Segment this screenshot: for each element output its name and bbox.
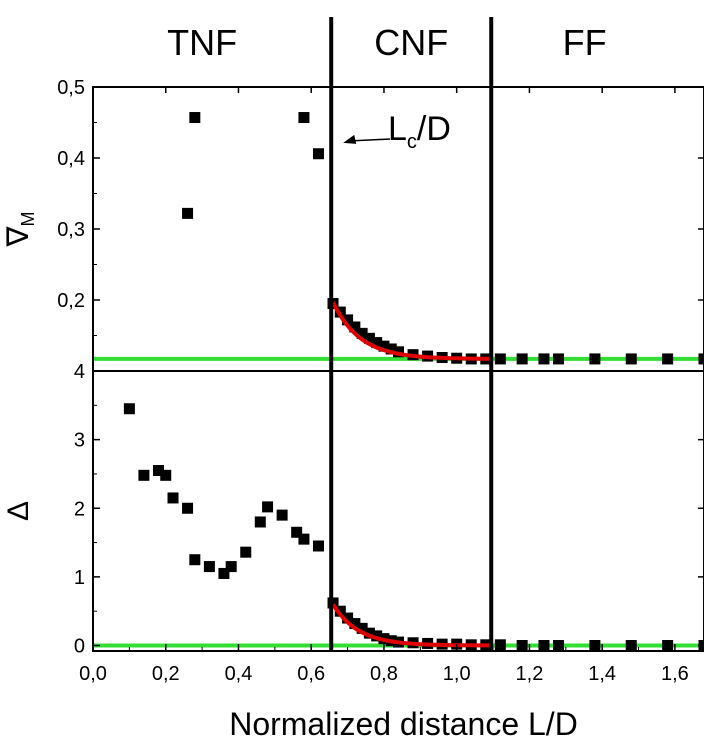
y-axis-label: Δ xyxy=(2,501,35,521)
annotation-label: Lc/D xyxy=(388,110,451,153)
data-point xyxy=(342,314,354,326)
annotation-text-sub: c xyxy=(407,131,417,153)
annotation-arrow-line xyxy=(351,138,391,142)
data-point xyxy=(349,321,361,333)
x-tick-label: 1,0 xyxy=(443,663,471,685)
data-point xyxy=(276,509,288,521)
data-point xyxy=(662,353,674,365)
data-point xyxy=(349,618,361,630)
panel-top: 0,2 0,3 0,4 0,5 ∇M xyxy=(2,77,704,365)
data-point xyxy=(298,533,310,545)
data-point xyxy=(291,526,303,538)
data-point xyxy=(312,540,324,552)
data-point xyxy=(385,343,397,355)
x-tick-label: 0,4 xyxy=(225,663,253,685)
data-point xyxy=(182,207,194,219)
data-point xyxy=(589,640,601,652)
x-tick-label: 1,4 xyxy=(588,663,616,685)
data-point xyxy=(371,630,383,642)
region-label-cnf: CNF xyxy=(374,22,448,63)
y-axis-label: ∇M xyxy=(2,211,38,247)
data-point xyxy=(625,640,637,652)
data-point xyxy=(378,340,390,352)
data-point xyxy=(218,567,230,579)
panel-bottom: 0 1 2 3 4 Δ xyxy=(2,361,704,658)
data-point xyxy=(342,612,354,624)
y-tick-label: 0,2 xyxy=(57,290,85,312)
data-point xyxy=(494,353,506,365)
data-point xyxy=(240,546,252,558)
y-tick-label: 0,3 xyxy=(57,219,85,241)
data-point xyxy=(356,327,368,339)
data-point xyxy=(189,554,201,566)
data-point xyxy=(189,112,201,124)
x-tick-label: 1,6 xyxy=(661,663,689,685)
data-point xyxy=(662,640,674,652)
fit-curve xyxy=(331,603,494,648)
data-point xyxy=(494,639,506,651)
x-tick-label: 0,2 xyxy=(152,663,180,685)
annotation-text-tail: /D xyxy=(417,110,451,148)
data-point xyxy=(553,353,565,365)
data-point xyxy=(167,492,179,504)
y-tick-label: 2 xyxy=(74,498,85,520)
data-point xyxy=(312,148,324,160)
region-label-ff: FF xyxy=(563,22,607,63)
data-point xyxy=(152,465,164,477)
data-point xyxy=(254,516,266,528)
data-point xyxy=(334,605,346,617)
y-axis-label-main: ∇ xyxy=(2,226,35,248)
data-point xyxy=(160,469,172,481)
y-tick-label: 4 xyxy=(74,361,85,383)
x-tick-label: 0,0 xyxy=(79,663,107,685)
data-point xyxy=(203,561,215,573)
y-tick-label: 0 xyxy=(74,636,85,658)
data-point xyxy=(371,337,383,349)
data-point xyxy=(182,502,194,514)
data-point xyxy=(538,353,550,365)
fit-curve xyxy=(331,301,494,361)
data-point xyxy=(356,622,368,634)
x-tick-label: 1,2 xyxy=(516,663,544,685)
data-point xyxy=(589,353,601,365)
x-tick-label: 0,6 xyxy=(297,663,325,685)
data-point xyxy=(298,112,310,124)
y-tick-label: 0,5 xyxy=(57,77,85,99)
data-point xyxy=(516,353,528,365)
y-axis-label-main: Δ xyxy=(2,501,35,521)
data-point xyxy=(123,403,135,415)
y-tick-label: 1 xyxy=(74,567,85,589)
region-label-tnf: TNF xyxy=(167,22,237,63)
data-point xyxy=(698,353,704,365)
data-point xyxy=(516,640,528,652)
data-point xyxy=(262,501,274,513)
y-axis-label-sub: M xyxy=(18,211,38,226)
annotation-arrowhead xyxy=(343,134,357,144)
data-point xyxy=(225,561,237,573)
data-point xyxy=(538,640,550,652)
x-axis-label: Normalized distance L/D xyxy=(229,706,578,742)
data-point xyxy=(363,332,375,344)
data-point xyxy=(138,469,150,481)
y-tick-label: 3 xyxy=(74,430,85,452)
x-tick-label: 0,8 xyxy=(370,663,398,685)
data-point xyxy=(553,640,565,652)
data-point xyxy=(625,353,637,365)
plot-frame xyxy=(92,86,704,652)
plot-layer: 0,2 0,3 0,4 0,5 ∇M 0 1 2 3 4 Δ TNF CNF FF 0,0 0,2 0,4 0,6… xyxy=(2,17,704,742)
data-point xyxy=(363,627,375,639)
y-tick-label: 0,4 xyxy=(57,148,85,170)
annotation-text-main: L xyxy=(388,110,407,148)
